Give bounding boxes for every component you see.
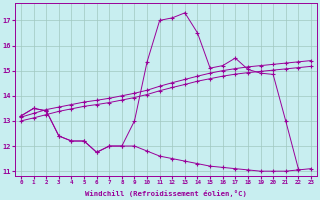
X-axis label: Windchill (Refroidissement éolien,°C): Windchill (Refroidissement éolien,°C) xyxy=(85,190,247,197)
